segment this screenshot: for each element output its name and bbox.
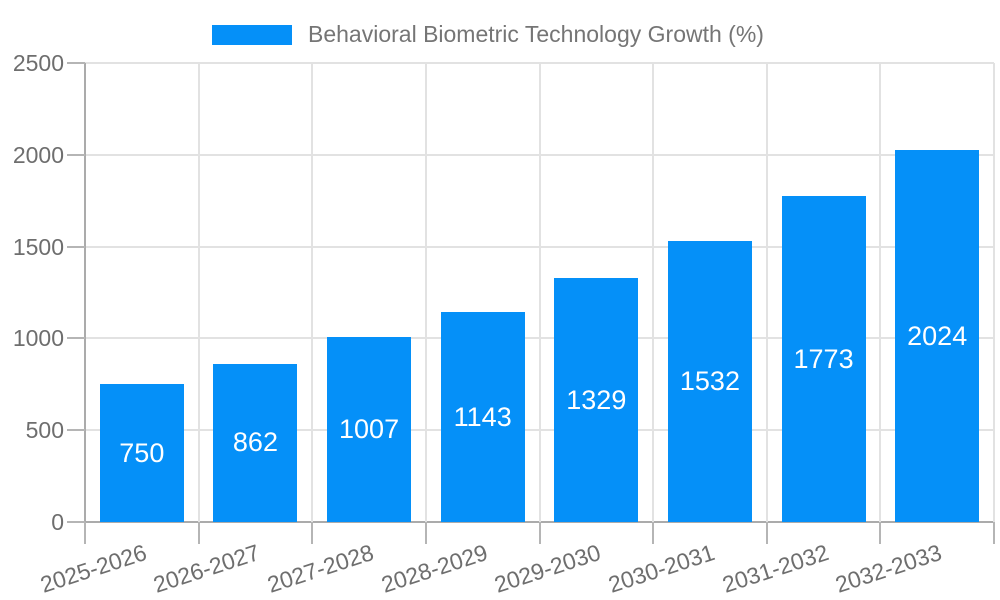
x-axis-tick bbox=[84, 522, 86, 544]
bar[interactable]: 750 bbox=[99, 384, 184, 522]
y-axis-tick bbox=[67, 62, 85, 64]
x-axis-tick bbox=[993, 522, 995, 544]
legend-swatch bbox=[212, 24, 292, 45]
y-axis-tick-label: 1000 bbox=[12, 325, 64, 352]
y-axis-tick bbox=[67, 337, 85, 340]
bar[interactable]: 1143 bbox=[440, 312, 525, 522]
bar-value-label: 1773 bbox=[793, 343, 854, 374]
y-axis-tick-label: 0 bbox=[51, 509, 64, 535]
legend-label: Behavioral Biometric Technology Growth (… bbox=[308, 21, 764, 47]
bar[interactable]: 1773 bbox=[781, 196, 866, 522]
x-axis-tick bbox=[424, 522, 427, 544]
y-axis-tick-label: 1500 bbox=[12, 233, 64, 260]
bar[interactable]: 1532 bbox=[667, 240, 752, 522]
x-axis-tick bbox=[197, 522, 200, 544]
x-axis-tick-label: 2027-2028 bbox=[264, 539, 377, 598]
bar[interactable]: 2024 bbox=[895, 150, 980, 522]
x-axis-tick bbox=[765, 522, 768, 544]
y-axis-tick bbox=[67, 429, 85, 432]
y-axis-tick-label: 500 bbox=[25, 417, 64, 444]
x-axis-tick bbox=[652, 522, 655, 544]
v-gridline bbox=[311, 63, 314, 522]
v-gridline bbox=[197, 63, 200, 522]
bar-value-label: 1007 bbox=[339, 414, 400, 445]
y-axis-line bbox=[84, 63, 86, 522]
x-axis-tick bbox=[311, 522, 314, 544]
bar-value-label: 750 bbox=[119, 437, 165, 468]
bar-value-label: 2024 bbox=[907, 320, 968, 351]
y-axis-tick-label: 2500 bbox=[12, 50, 64, 76]
bar[interactable]: 1007 bbox=[327, 337, 412, 522]
y-axis-tick bbox=[67, 245, 85, 248]
bar-value-label: 1143 bbox=[453, 401, 512, 432]
v-gridline bbox=[879, 63, 882, 522]
y-axis-tick-label: 2000 bbox=[12, 141, 64, 168]
x-axis-tick bbox=[879, 522, 882, 544]
x-axis-tick-label: 2032-2033 bbox=[832, 539, 945, 598]
y-axis-tick bbox=[67, 153, 85, 156]
x-axis-tick-label: 2028-2029 bbox=[377, 539, 491, 598]
bar-value-label: 1329 bbox=[566, 384, 627, 415]
x-axis-tick-label: 2026-2027 bbox=[150, 539, 264, 598]
legend: Behavioral Biometric Technology Growth (… bbox=[212, 23, 764, 46]
bar-value-label: 1532 bbox=[679, 365, 740, 396]
plot-area: 750 862 1007 1143 1329 1532 1773 2024 bbox=[84, 62, 995, 523]
y-axis-tick bbox=[67, 521, 85, 523]
x-axis-tick bbox=[538, 522, 541, 544]
x-axis-tick-label: 2025-2026 bbox=[36, 539, 150, 598]
v-gridline bbox=[652, 63, 655, 522]
bar-value-label: 862 bbox=[232, 427, 278, 458]
x-axis-tick-label: 2029-2030 bbox=[491, 539, 605, 598]
v-gridline bbox=[765, 63, 768, 522]
v-gridline bbox=[424, 63, 427, 522]
bar[interactable]: 1329 bbox=[554, 278, 639, 522]
v-gridline bbox=[993, 63, 995, 522]
x-axis-tick-label: 2030-2031 bbox=[605, 539, 718, 598]
x-axis-tick-label: 2031-2032 bbox=[718, 539, 832, 598]
bar[interactable]: 862 bbox=[213, 363, 298, 522]
v-gridline bbox=[538, 63, 541, 522]
